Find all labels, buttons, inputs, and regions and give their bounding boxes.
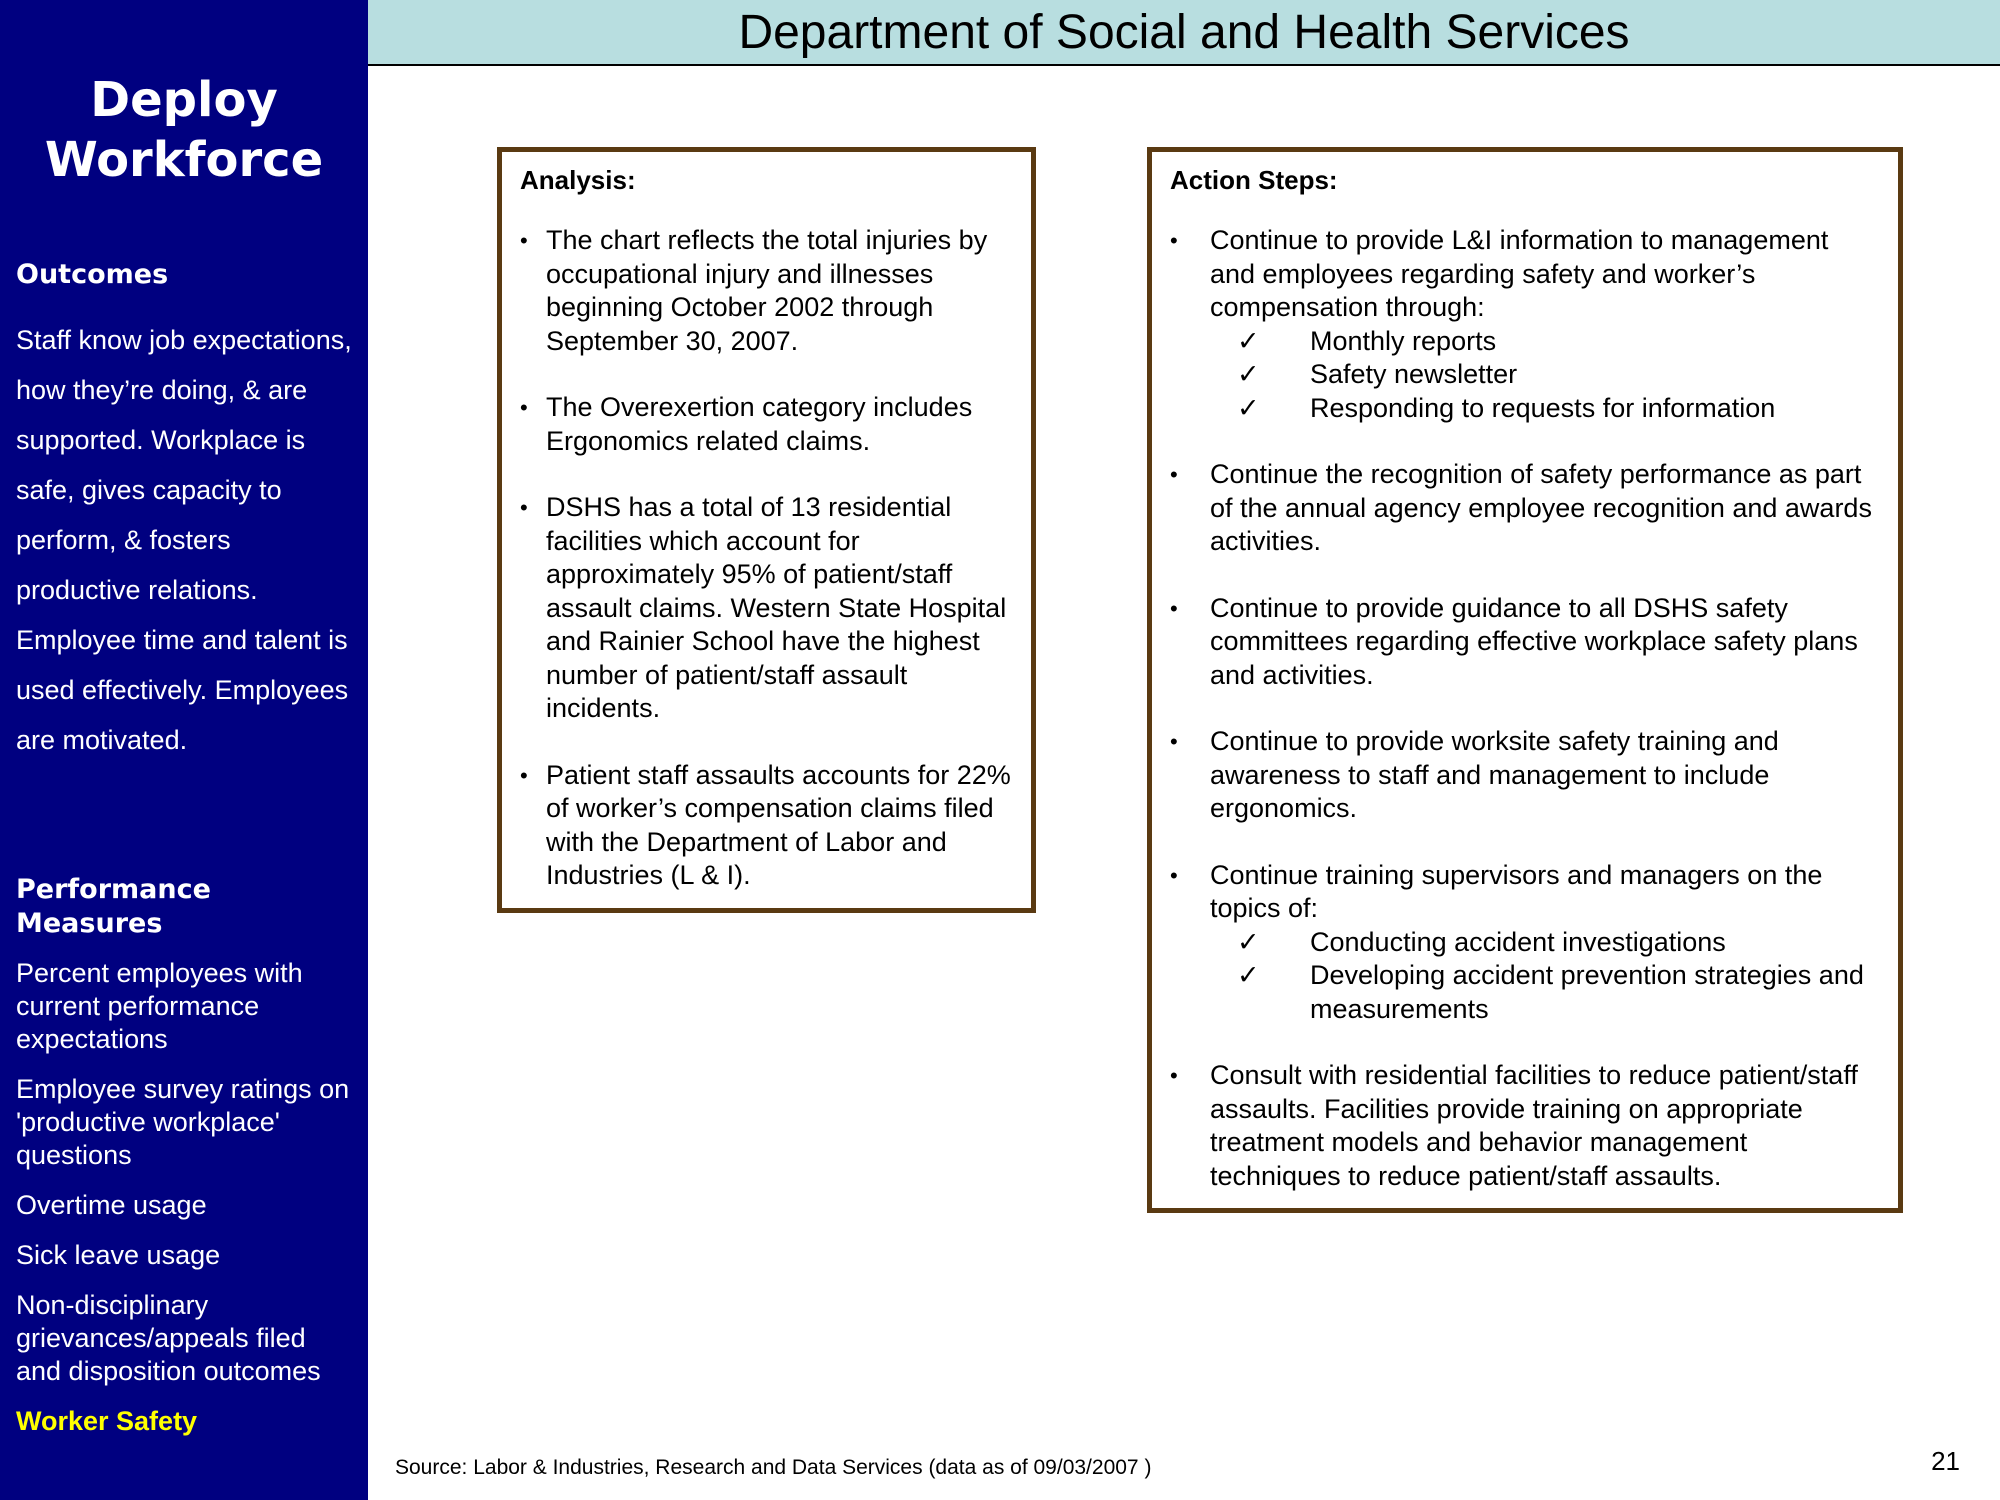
action-step-text: Consult with residential facilities to r… bbox=[1210, 1060, 1858, 1191]
checkmark-icon: ✓ bbox=[1237, 359, 1260, 389]
checklist-item-text: Developing accident prevention strategie… bbox=[1310, 960, 1864, 1024]
bullet-icon: • bbox=[520, 495, 528, 520]
analysis-list: • The chart reflects the total injuries b… bbox=[520, 224, 1011, 893]
checklist-item-text: Safety newsletter bbox=[1310, 359, 1518, 389]
analysis-bullet-text: The Overexertion category includes Ergon… bbox=[546, 392, 973, 456]
analysis-bullet-text: The chart reflects the total injuries by… bbox=[546, 225, 988, 356]
bullet-icon: • bbox=[1170, 862, 1178, 888]
bullet-icon: • bbox=[520, 395, 528, 420]
action-step-text: Continue training supervisors and manage… bbox=[1210, 859, 1823, 924]
analysis-bullet: • Patient staff assaults accounts for 22%… bbox=[520, 759, 1011, 893]
sidebar: Deploy Workforce Outcomes Staff know job… bbox=[0, 0, 368, 1500]
analysis-title: Analysis: bbox=[520, 165, 636, 195]
action-step: • Continue the recognition of safety perf… bbox=[1170, 458, 1878, 559]
checkmark-icon: ✓ bbox=[1237, 392, 1260, 423]
sidebar-title-line-1: Deploy bbox=[90, 72, 278, 128]
measure-item: Employee survey ratings on 'productive w… bbox=[16, 1074, 350, 1170]
action-step: • Continue to provide guidance to all DSH… bbox=[1170, 592, 1878, 693]
bullet-icon: • bbox=[1170, 729, 1178, 754]
page-header: Department of Social and Health Services bbox=[368, 0, 2000, 66]
action-step-text: Continue to provide worksite safety trai… bbox=[1210, 726, 1779, 823]
performance-measures-heading: Performance Measures bbox=[16, 874, 211, 939]
action-step-text: Continue to provide guidance to all DSHS… bbox=[1210, 592, 1858, 690]
action-steps-title: Action Steps: bbox=[1170, 165, 1338, 195]
analysis-bullet-text: Patient staff assaults accounts for 22% … bbox=[546, 759, 1011, 891]
page-title: Department of Social and Health Services bbox=[738, 6, 1630, 59]
checkmark-icon: ✓ bbox=[1237, 325, 1260, 356]
bullet-icon: • bbox=[520, 762, 528, 788]
action-step: • Continue training supervisors and manag… bbox=[1170, 859, 1878, 1027]
measure-item: Overtime usage bbox=[16, 1190, 207, 1220]
checklist-item-text: Responding to requests for information bbox=[1310, 392, 1776, 423]
checklist-item: ✓ Monthly reports bbox=[1210, 325, 1878, 359]
performance-measures-list: Percent employees with current performan… bbox=[16, 957, 356, 1455]
bullet-icon: • bbox=[1170, 1063, 1178, 1088]
action-steps-box: Action Steps: • Continue to provide L&I i… bbox=[1147, 147, 1903, 1213]
checklist-item: ✓ Developing accident prevention strategi… bbox=[1210, 959, 1878, 1026]
checklist-item: ✓ Safety newsletter bbox=[1210, 358, 1878, 392]
bullet-icon: • bbox=[1170, 462, 1178, 487]
checklist-item-text: Monthly reports bbox=[1310, 325, 1497, 356]
analysis-bullet: • The chart reflects the total injuries b… bbox=[520, 224, 1011, 358]
outcomes-text: Staff know job expectations, how they’re… bbox=[16, 325, 352, 755]
checkmark-icon: ✓ bbox=[1237, 926, 1260, 957]
measure-item-active: Worker Safety bbox=[16, 1406, 198, 1436]
bullet-icon: • bbox=[520, 228, 528, 253]
measure-item: Percent employees with current performan… bbox=[16, 958, 303, 1054]
analysis-box: Analysis: • The chart reflects the total … bbox=[497, 147, 1036, 913]
action-step: • Continue to provide L&I information to … bbox=[1170, 224, 1878, 425]
checkmark-icon: ✓ bbox=[1237, 960, 1260, 990]
source-note: Source: Labor & Industries, Research and… bbox=[395, 1456, 1152, 1479]
checklist-item-text: Conducting accident investigations bbox=[1310, 926, 1726, 957]
action-step: • Consult with residential facilities to … bbox=[1170, 1059, 1878, 1193]
outcomes-heading: Outcomes bbox=[16, 259, 169, 290]
action-step-text: Continue the recognition of safety perfo… bbox=[1210, 459, 1872, 556]
action-step-checklist: ✓ Monthly reports ✓ Safety newsletter ✓ Respo… bbox=[1210, 325, 1878, 426]
action-step-checklist: ✓ Conducting accident investigations ✓ Deve… bbox=[1210, 926, 1878, 1027]
analysis-bullet: • DSHS has a total of 13 residential faci… bbox=[520, 491, 1011, 726]
measure-item: Sick leave usage bbox=[16, 1240, 221, 1270]
action-step: • Continue to provide worksite safety tra… bbox=[1170, 725, 1878, 826]
analysis-bullet-text: DSHS has a total of 13 residential facil… bbox=[546, 492, 1007, 723]
checklist-item: ✓ Responding to requests for information bbox=[1210, 392, 1878, 426]
analysis-bullet: • The Overexertion category includes Ergo… bbox=[520, 391, 1011, 458]
page-number: 21 bbox=[1931, 1446, 1960, 1476]
bullet-icon: • bbox=[1170, 595, 1178, 621]
action-steps-list: • Continue to provide L&I information to … bbox=[1170, 224, 1878, 1193]
measure-item: Non-disciplinary grievances/appeals file… bbox=[16, 1290, 321, 1386]
sidebar-title: Deploy Workforce bbox=[0, 70, 368, 190]
bullet-icon: • bbox=[1170, 228, 1178, 253]
sidebar-title-line-2: Workforce bbox=[44, 132, 324, 188]
checklist-item: ✓ Conducting accident investigations bbox=[1210, 926, 1878, 960]
action-step-text: Continue to provide L&I information to m… bbox=[1210, 225, 1829, 322]
